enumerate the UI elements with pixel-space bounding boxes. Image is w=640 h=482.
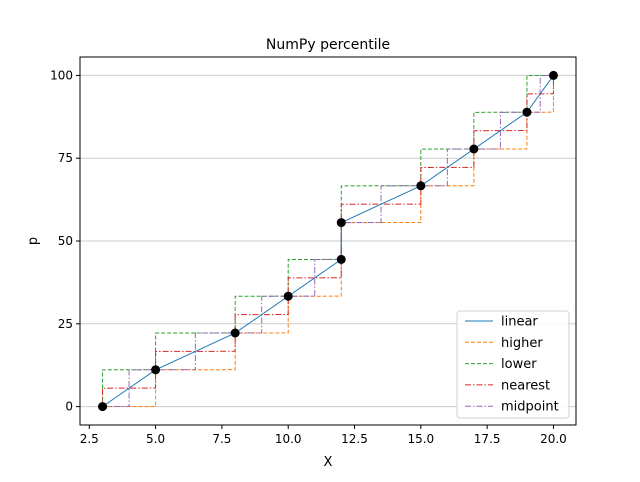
y-axis-label: p [26, 237, 41, 245]
x-tick-label: 15.0 [407, 432, 434, 446]
y-axis: 0 25 50 75 100 [50, 68, 80, 414]
x-axis: 2.5 5.0 7.5 10.0 12.5 15.0 17.5 20.0 [80, 425, 567, 446]
legend-label-linear: linear [501, 315, 538, 330]
y-tick-label: 50 [58, 234, 73, 248]
chart-title: NumPy percentile [266, 37, 390, 53]
data-point [336, 254, 346, 264]
data-point [98, 402, 108, 412]
legend-box [456, 310, 570, 419]
legend-label-nearest: nearest [501, 378, 550, 393]
y-tick-label: 75 [58, 151, 73, 165]
x-tick-label: 20.0 [540, 432, 567, 446]
legend-label-higher: higher [501, 336, 543, 351]
data-point [522, 107, 532, 117]
y-tick-label: 100 [50, 68, 73, 82]
data-point [151, 365, 161, 375]
x-tick-label: 12.5 [341, 432, 368, 446]
data-point [230, 328, 240, 338]
data-point [336, 218, 346, 228]
legend-label-lower: lower [501, 357, 537, 372]
x-tick-label: 7.5 [212, 432, 231, 446]
legend: linear higher lower nearest midpoint [456, 310, 570, 419]
series-line-linear [102, 75, 554, 407]
x-tick-label: 17.5 [474, 432, 501, 446]
data-point [548, 70, 558, 80]
x-tick-label: 10.0 [275, 432, 302, 446]
x-axis-label: X [324, 455, 333, 470]
data-point [469, 144, 479, 154]
data-point [416, 181, 426, 191]
points-layer [98, 70, 558, 412]
series-layer [102, 74, 554, 408]
legend-label-midpoint: midpoint [501, 400, 559, 415]
x-tick-label: 5.0 [146, 432, 165, 446]
y-tick-label: 0 [65, 400, 73, 414]
y-tick-label: 25 [58, 317, 73, 331]
x-tick-label: 2.5 [80, 432, 99, 446]
data-point [283, 291, 293, 301]
